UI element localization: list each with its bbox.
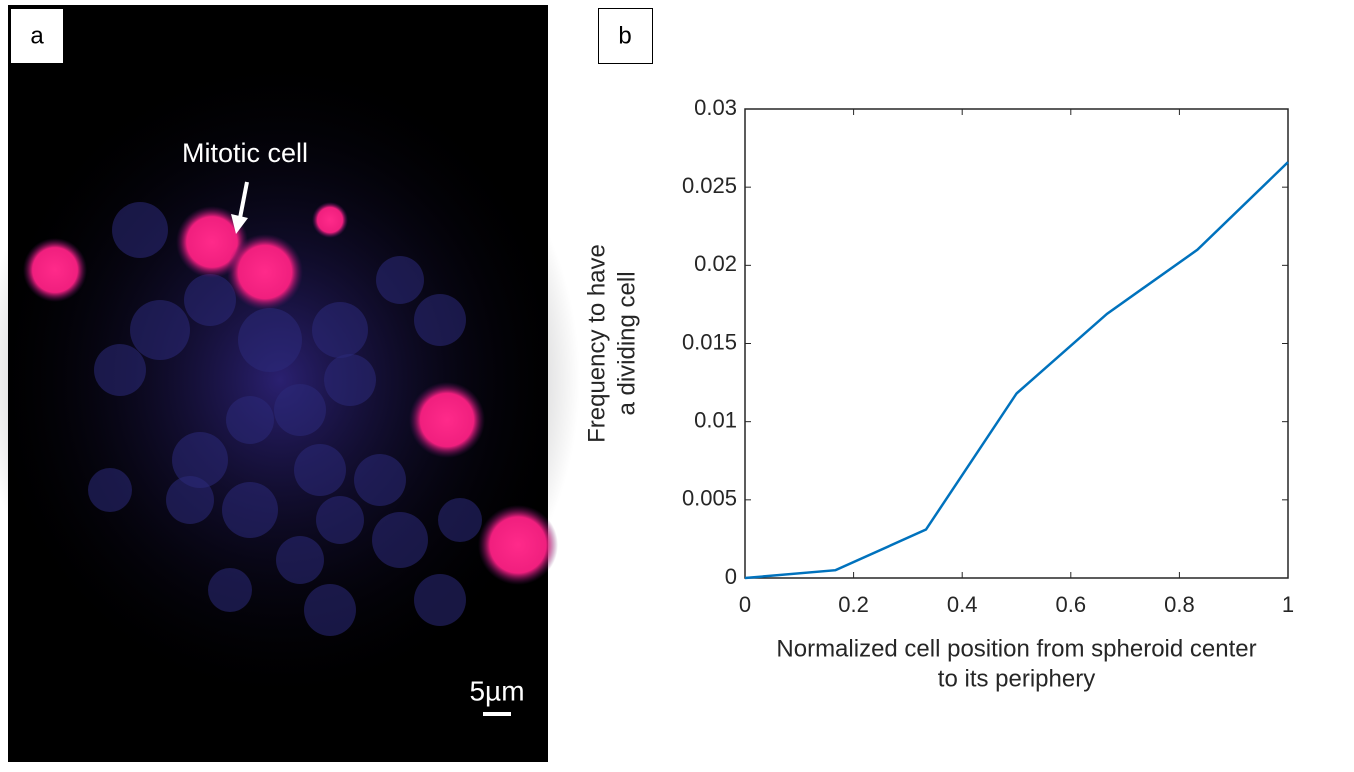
y-tick-label: 0.02 xyxy=(694,251,737,276)
x-tick-label: 0.4 xyxy=(947,592,978,617)
y-tick-label: 0 xyxy=(725,564,737,589)
y-axis-label: Frequency to have xyxy=(583,244,610,443)
panel-label: b xyxy=(618,22,631,49)
y-tick-label: 0.03 xyxy=(694,95,737,120)
scale-bar xyxy=(483,712,511,716)
micrograph: Mitotic cell 5µm a xyxy=(0,5,580,762)
x-axis-label: Normalized cell position from spheroid c… xyxy=(776,635,1256,662)
x-tick-label: 0.6 xyxy=(1056,592,1087,617)
plot-area xyxy=(744,108,1289,579)
y-axis-label: a dividing cell xyxy=(613,271,640,415)
panel-label-box xyxy=(10,8,64,64)
x-tick-label: 0.8 xyxy=(1164,592,1195,617)
x-tick-label: 0.2 xyxy=(838,592,869,617)
x-tick-label: 0 xyxy=(739,592,751,617)
y-tick-label: 0.025 xyxy=(682,173,737,198)
panel-label: a xyxy=(30,22,44,49)
y-tick-label: 0.01 xyxy=(694,407,737,432)
arrow xyxy=(238,181,249,219)
mitotic-cells xyxy=(23,202,558,585)
y-tick-label: 0.015 xyxy=(682,329,737,354)
data-line xyxy=(744,161,1289,580)
x-axis-label: to its periphery xyxy=(938,665,1095,692)
nuclei xyxy=(88,202,482,636)
arrow-head xyxy=(231,214,248,234)
scale-bar-label: 5µm xyxy=(469,675,524,706)
annotation: Mitotic cell xyxy=(182,138,308,168)
chart: 0 0.005 0.01 0.015 0.02 0.025 0.03 0 0.2 0.4 0.6 0.… xyxy=(583,95,1294,693)
panel-label-box xyxy=(598,8,653,64)
x-tick-label: 1 xyxy=(1282,592,1294,617)
y-tick-label: 0.005 xyxy=(682,486,737,511)
